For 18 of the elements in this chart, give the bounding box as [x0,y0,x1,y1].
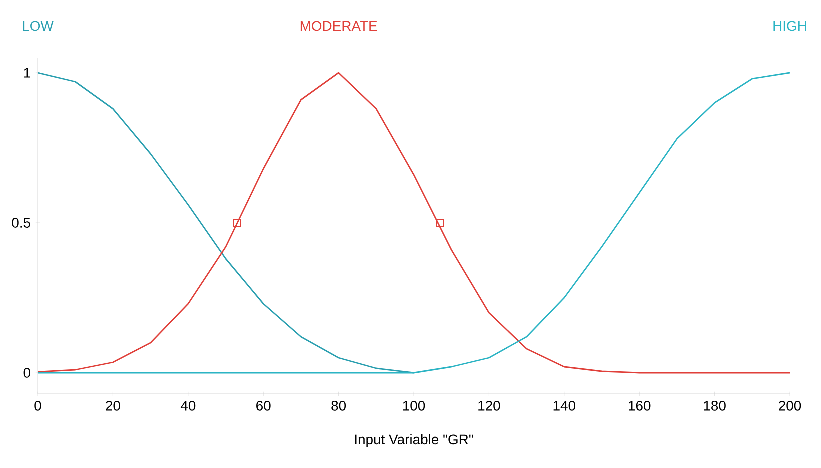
x-tick-label: 20 [106,400,120,411]
y-tick-label: 1 [24,68,30,78]
x-tick-label: 160 [629,400,651,411]
x-tick-label: 0 [34,400,42,411]
text: HIGH [774,21,806,32]
x-tick-label: 60 [256,400,271,411]
x-tick-label: 40 [180,400,196,411]
x-tick-label: 80 [332,400,346,411]
x-tick-label: 120 [478,400,500,411]
y-tick-label: 0.5 [12,218,30,228]
x-tick-label: 100 [403,400,426,411]
x-axis-title: Input Variable "GR" [355,434,474,448]
x-tick-label: 140 [554,400,576,411]
x-tick-label: 180 [704,400,726,411]
text: MODERATE [300,21,378,32]
y-tick-label: 0 [24,368,30,378]
text: LOW [23,21,54,32]
x-tick-label: 200 [779,400,802,411]
